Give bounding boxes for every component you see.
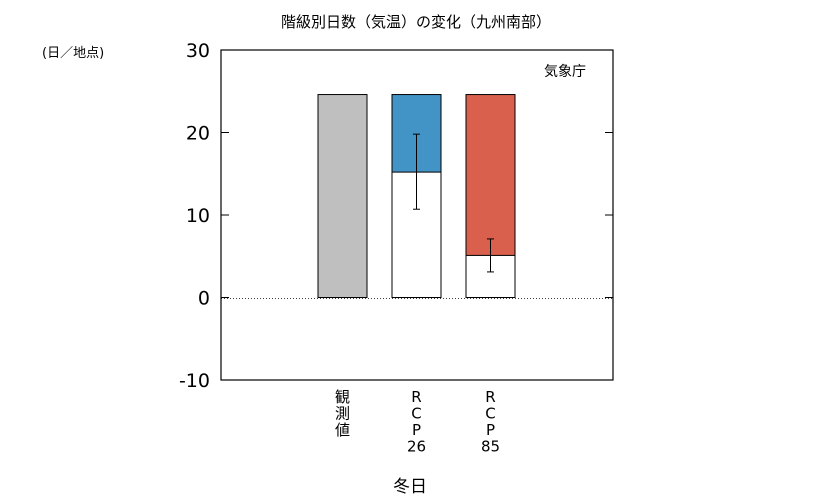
- source-label: 気象庁: [544, 64, 586, 80]
- y-tick-label: 0: [198, 288, 210, 310]
- y-tick-label: 10: [186, 205, 210, 227]
- category-label-rcp26: 26: [407, 438, 426, 456]
- y-axis-unit-label: (日／地点): [42, 46, 104, 61]
- bar-rcp85-future: [465, 254, 516, 299]
- error-bars: [413, 133, 494, 273]
- y-tick-label: -10: [179, 370, 210, 392]
- category-label-observed: 値: [335, 421, 350, 439]
- category-label-rcp26: R: [411, 388, 421, 406]
- y-axis: -10 0 10 20 30: [179, 40, 613, 392]
- y-tick-label: 30: [186, 40, 210, 62]
- chart-title: 階級別日数（気温）の変化（九州南部）: [281, 13, 551, 31]
- category-label-rcp85: 85: [481, 438, 500, 456]
- category-label-observed: 測: [335, 405, 350, 423]
- category-label-rcp26: C: [411, 405, 421, 423]
- category-label-rcp26: P: [412, 421, 421, 439]
- category-label-observed: 観: [335, 388, 350, 406]
- x-axis-label: 冬日: [393, 477, 427, 497]
- category-label-rcp85: C: [485, 405, 495, 423]
- category-label-rcp85: R: [485, 388, 495, 406]
- bar-observed-present: [317, 94, 368, 298]
- y-tick-label: 20: [186, 123, 210, 145]
- bars: [317, 94, 516, 299]
- category-label-rcp85: P: [486, 421, 495, 439]
